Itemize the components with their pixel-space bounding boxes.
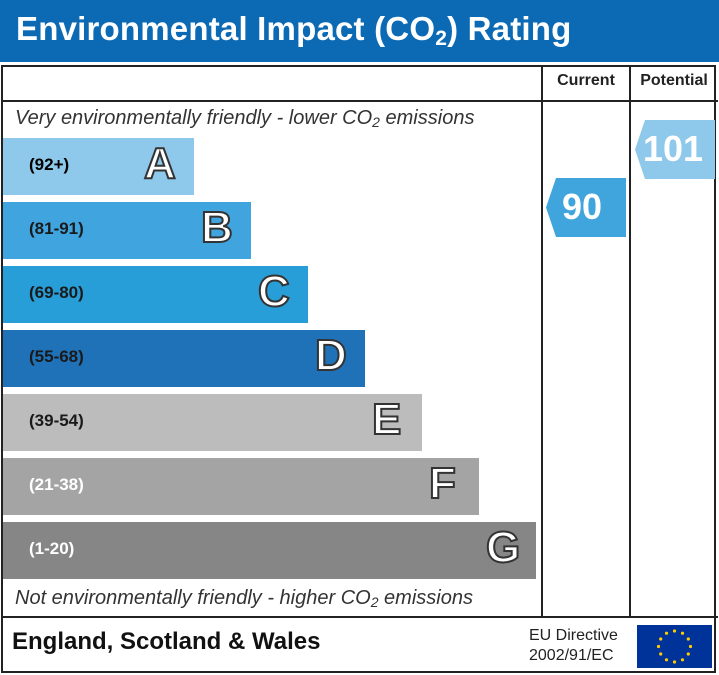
header-row-divider [1, 100, 718, 102]
potential-column-divider [629, 65, 631, 618]
band-range-label: (81-91) [29, 219, 84, 238]
chart-frame [1, 65, 716, 673]
band-d: (55-68) D [3, 330, 365, 387]
band-f: (21-38) F [3, 458, 479, 515]
top-note: Very environmentally friendly - lower CO… [15, 107, 475, 130]
current-rating-pointer-value: 90 [562, 186, 603, 227]
band-b: (81-91) B [3, 202, 251, 259]
bottom-note: Not environmentally friendly - higher CO… [15, 587, 473, 610]
band-range-label: (55-68) [29, 347, 84, 366]
band-range-label: (1-20) [29, 539, 75, 558]
band-c: (69-80) C [3, 266, 308, 323]
band-range-label: (69-80) [29, 283, 84, 302]
potential-rating-pointer-value: 101 [643, 128, 704, 169]
footer-divider [1, 616, 718, 618]
eu-flag-icon [637, 625, 712, 668]
band-letter: A [143, 138, 177, 189]
band-letter: F [428, 458, 457, 509]
chart-title: Environmental Impact (CO2) Rating [16, 10, 572, 50]
band-a: (92+) A [3, 138, 194, 195]
eu-directive-line1: EU Directive [529, 627, 618, 644]
potential-rating-pointer: 101 [635, 120, 715, 179]
eu-directive-line2: 2002/91/EC [529, 647, 614, 664]
eu-directive: EU Directive 2002/91/EC [529, 626, 618, 666]
potential-column-header: Potential [640, 72, 708, 89]
band-letter: C [257, 266, 291, 317]
current-rating-pointer: 90 [546, 178, 626, 237]
band-letter: E [371, 394, 402, 445]
current-column-divider [541, 65, 543, 618]
band-letter: B [200, 202, 234, 253]
band-letter: G [485, 522, 521, 573]
current-column-header: Current [557, 72, 615, 89]
band-g: (1-20) G [3, 522, 536, 579]
band-range-label: (39-54) [29, 411, 84, 430]
header-bar: Environmental Impact (CO2) Rating [0, 0, 719, 62]
band-range-label: (92+) [29, 155, 70, 174]
band-letter: D [314, 330, 348, 381]
region-label: England, Scotland & Wales [12, 628, 321, 655]
band-range-label: (21-38) [29, 475, 84, 494]
band-e: (39-54) E [3, 394, 422, 451]
